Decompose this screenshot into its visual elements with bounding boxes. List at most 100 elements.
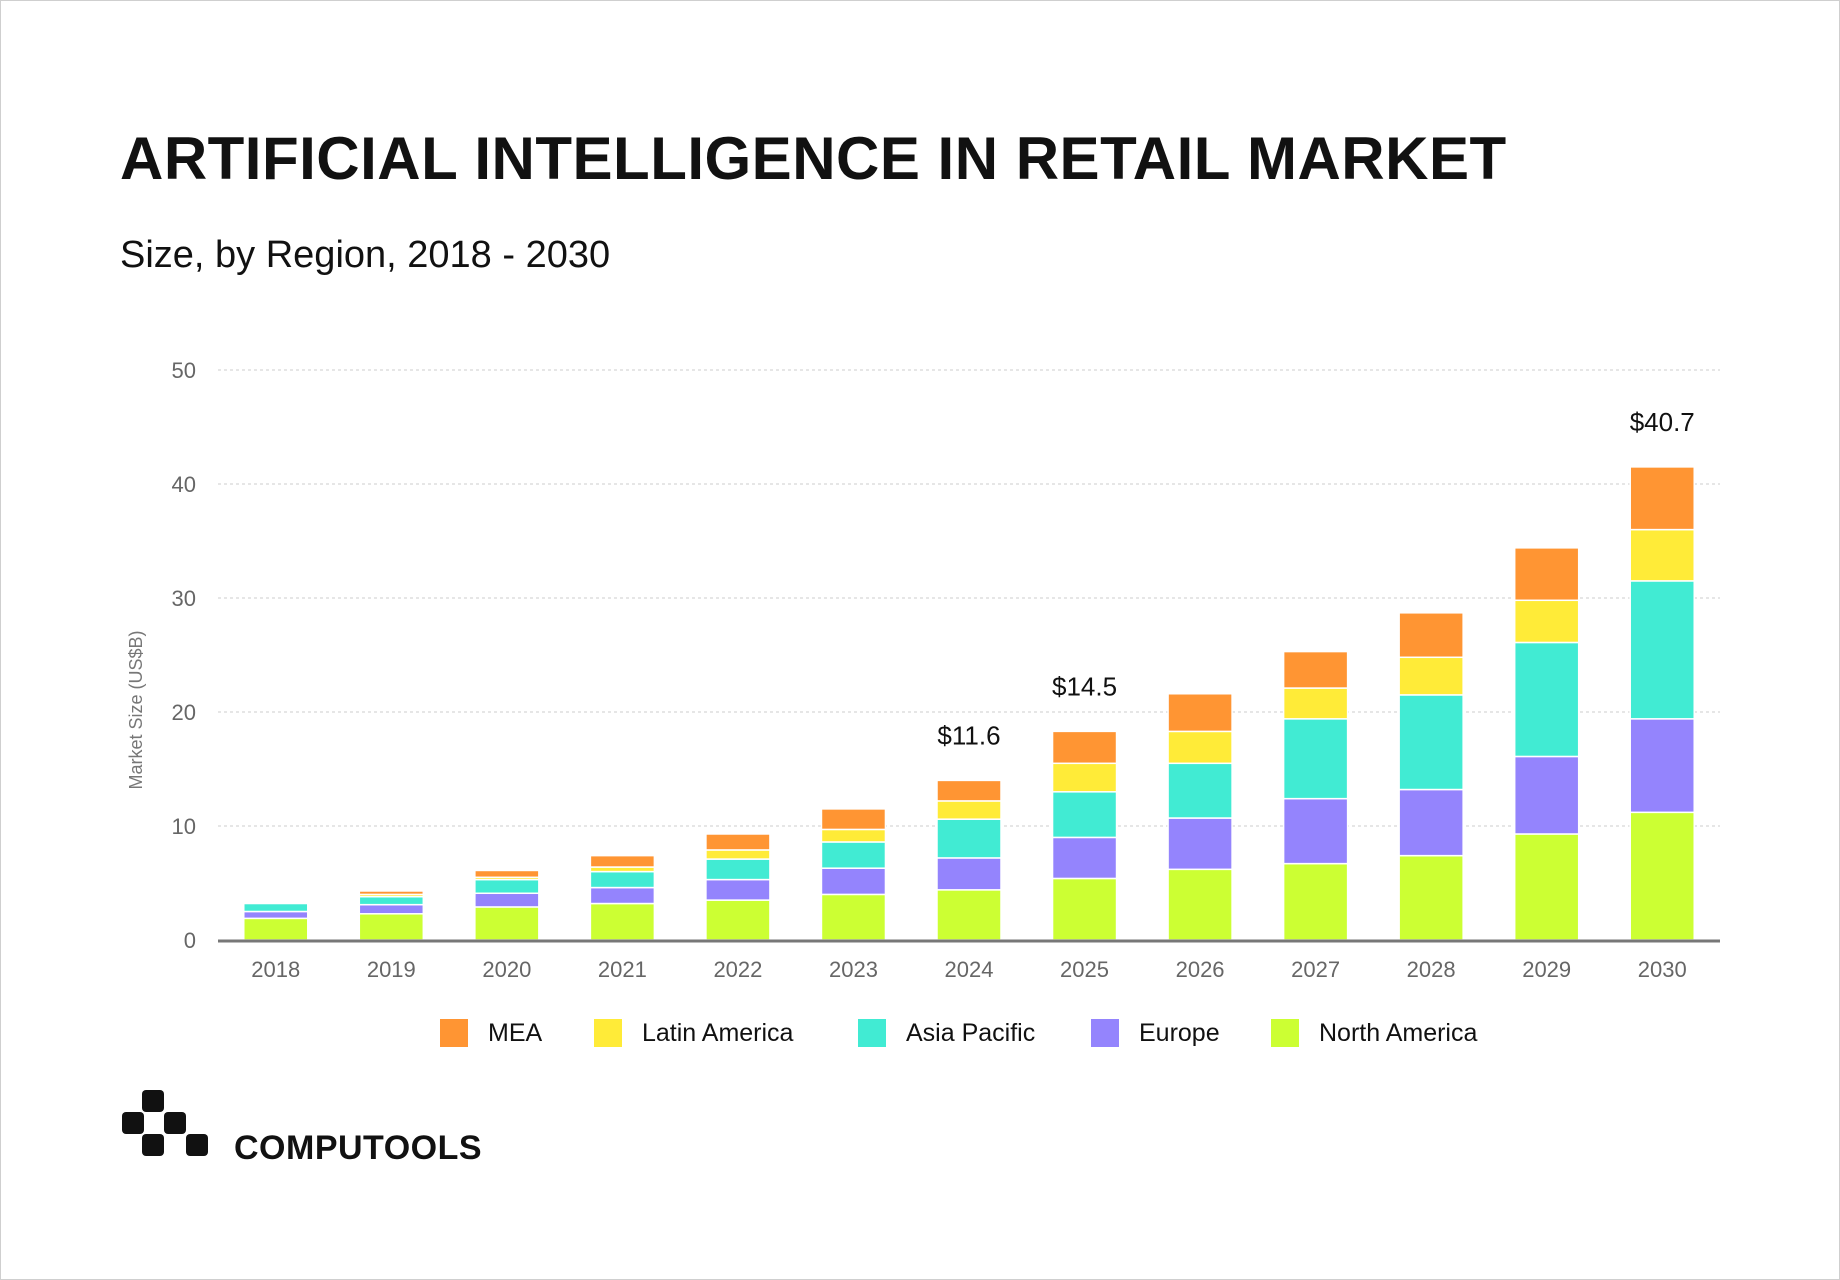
legend-item-europe: Europe — [1091, 1018, 1220, 1048]
bar-europe-2025 — [1051, 836, 1118, 880]
bar-asia-pacific-2029 — [1513, 641, 1580, 758]
bar-europe-2018 — [243, 910, 309, 920]
x-tick-label: 2026 — [1176, 957, 1225, 982]
bar-mea-2023 — [820, 808, 887, 831]
y-tick-label: 20 — [172, 700, 196, 725]
legend-swatch — [594, 1019, 622, 1047]
chart-title: ARTIFICIAL INTELLIGENCE IN RETAIL MARKET — [120, 125, 1507, 192]
legend-label: Latin America — [642, 1018, 794, 1047]
bar-asia-pacific-2027 — [1282, 718, 1349, 800]
bar-mea-2019 — [358, 890, 425, 896]
bar-latin-america-2025 — [1051, 762, 1118, 793]
x-tick-label: 2024 — [945, 957, 994, 982]
bar-latin-america-2026 — [1167, 730, 1233, 765]
x-tick-label: 2021 — [598, 957, 647, 982]
bar-mea-2025 — [1051, 730, 1118, 765]
bar-europe-2021 — [589, 886, 656, 905]
legend-swatch — [440, 1019, 468, 1047]
bar-north-america-2030 — [1629, 811, 1695, 941]
chart-subtitle: Size, by Region, 2018 - 2030 — [120, 234, 611, 276]
bar-north-america-2024 — [936, 889, 1002, 941]
bar-asia-pacific-2020 — [474, 878, 540, 895]
bar-north-america-2027 — [1282, 862, 1349, 941]
bar-north-america-2019 — [358, 913, 425, 941]
x-tick-label: 2023 — [829, 957, 878, 982]
bar-mea-2024 — [936, 779, 1002, 802]
x-tick-label: 2028 — [1407, 957, 1456, 982]
bar-north-america-2021 — [589, 902, 656, 941]
legend-item-latin-america: Latin America — [594, 1018, 793, 1048]
bar-latin-america-2022 — [705, 849, 771, 860]
legend-swatch — [1091, 1019, 1119, 1047]
bar-mea-2027 — [1282, 650, 1349, 689]
bar-europe-2019 — [358, 903, 425, 915]
bar-north-america-2018 — [243, 917, 309, 941]
bar-north-america-2023 — [820, 893, 887, 941]
bar-europe-2022 — [705, 878, 771, 901]
total-label-2024: $11.6 — [937, 720, 1000, 750]
bar-asia-pacific-2022 — [705, 858, 771, 881]
bar-north-america-2029 — [1513, 833, 1580, 941]
bar-asia-pacific-2028 — [1398, 694, 1464, 791]
computools-logo-icon — [122, 1090, 208, 1156]
brand-name: COMPUTOOLS — [234, 1129, 483, 1167]
y-axis-label: Market Size (US$B) — [126, 630, 146, 789]
bar-asia-pacific-2023 — [820, 841, 887, 869]
bar-europe-2027 — [1282, 797, 1349, 865]
x-tick-label: 2030 — [1638, 957, 1687, 982]
total-label-2030: $40.7 — [1630, 407, 1695, 437]
bar-mea-2029 — [1513, 547, 1580, 602]
bar-latin-america-2024 — [936, 800, 1002, 820]
legend-item-asia-pacific: Asia Pacific — [858, 1018, 1035, 1048]
bar-north-america-2022 — [705, 899, 771, 941]
bar-asia-pacific-2019 — [358, 895, 425, 906]
x-tick-label: 2027 — [1291, 957, 1340, 982]
bar-europe-2024 — [936, 857, 1002, 891]
x-tick-label: 2018 — [251, 957, 300, 982]
y-tick-label: 0 — [184, 928, 196, 953]
bar-asia-pacific-2024 — [936, 818, 1002, 859]
x-tick-label: 2022 — [713, 957, 762, 982]
x-tick-label: 2029 — [1522, 957, 1571, 982]
bar-north-america-2026 — [1167, 868, 1233, 941]
y-tick-label: 50 — [172, 358, 196, 383]
y-tick-label: 10 — [172, 814, 196, 839]
bar-mea-2022 — [705, 833, 771, 851]
bar-asia-pacific-2030 — [1629, 580, 1695, 720]
legend-label: Europe — [1139, 1018, 1220, 1047]
bar-europe-2020 — [474, 892, 540, 908]
bar-north-america-2025 — [1051, 877, 1118, 941]
legend-item-north-america: North America — [1271, 1018, 1477, 1048]
legend-label: Asia Pacific — [906, 1018, 1036, 1047]
bar-latin-america-2027 — [1282, 687, 1349, 720]
legend-label: North America — [1319, 1018, 1478, 1047]
bar-latin-america-2029 — [1513, 599, 1580, 644]
bar-north-america-2020 — [474, 906, 540, 941]
bar-europe-2030 — [1629, 718, 1695, 814]
legend-swatch — [858, 1019, 886, 1047]
bar-latin-america-2023 — [820, 828, 887, 843]
x-tick-label: 2020 — [482, 957, 531, 982]
bar-asia-pacific-2025 — [1051, 791, 1118, 839]
bar-europe-2028 — [1398, 788, 1464, 857]
bar-mea-2028 — [1398, 612, 1464, 659]
bar-mea-2020 — [474, 869, 540, 879]
x-tick-label: 2025 — [1060, 957, 1109, 982]
chart-legend: MEA Latin America Asia Pacific Europe North … — [0, 1018, 1840, 1048]
bar-mea-2021 — [589, 854, 656, 868]
bar-asia-pacific-2026 — [1167, 762, 1233, 819]
bar-mea-2030 — [1629, 466, 1695, 531]
legend-label: MEA — [488, 1018, 543, 1047]
legend-item-mea: MEA — [440, 1018, 542, 1048]
bar-latin-america-2030 — [1629, 528, 1695, 582]
bar-north-america-2028 — [1398, 854, 1464, 941]
y-tick-label: 30 — [172, 586, 196, 611]
bar-europe-2026 — [1167, 817, 1233, 871]
legend-swatch — [1271, 1019, 1299, 1047]
total-label-2025: $14.5 — [1052, 671, 1117, 701]
bar-latin-america-2028 — [1398, 656, 1464, 696]
bar-asia-pacific-2018 — [243, 902, 309, 913]
bar-europe-2029 — [1513, 755, 1580, 835]
bar-asia-pacific-2021 — [589, 870, 656, 889]
